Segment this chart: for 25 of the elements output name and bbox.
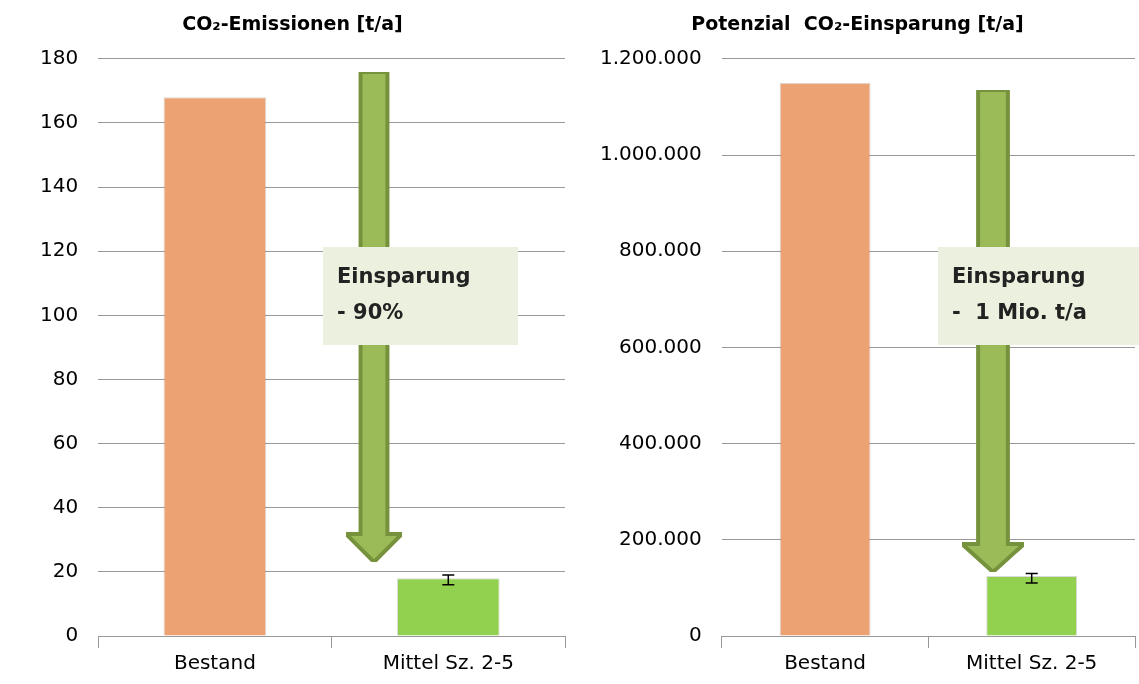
chart-title: CO₂-Emissionen [t/a] bbox=[182, 12, 403, 35]
x-tick-label: Mittel Sz. 2-5 bbox=[966, 650, 1098, 675]
y-tick-label: 1.200.000 bbox=[599, 45, 702, 69]
y-tick-label: 140 bbox=[39, 173, 79, 198]
y-tick-label: 60 bbox=[52, 429, 79, 454]
annotation: Einsparung - 1 Mio. t/a bbox=[938, 247, 1139, 345]
annotation: Einsparung - 90% bbox=[323, 247, 518, 345]
y-tick-label: 100 bbox=[39, 301, 79, 326]
y-tick-label: 40 bbox=[52, 493, 79, 518]
y-tick-label: 200.000 bbox=[619, 526, 702, 550]
y-tick-label: 0 bbox=[65, 622, 79, 647]
y-tick-label: 600.000 bbox=[619, 333, 702, 358]
y-tick-label: 1.000.000 bbox=[599, 141, 702, 166]
y-tick-label: 0 bbox=[689, 622, 702, 647]
y-tick-label: 20 bbox=[52, 558, 79, 583]
x-tick-label: Mittel Sz. 2-5 bbox=[382, 650, 514, 675]
y-tick-label: 800.000 bbox=[619, 237, 702, 262]
y-tick-label: 80 bbox=[52, 365, 79, 390]
x-tick-label: Bestand bbox=[784, 650, 867, 675]
y-tick-label: 120 bbox=[39, 237, 79, 262]
x-tick-label: Bestand bbox=[173, 650, 256, 675]
y-tick-label: 160 bbox=[39, 109, 79, 134]
y-tick-label: 400.000 bbox=[619, 429, 702, 454]
y-tick-label: 180 bbox=[39, 45, 79, 69]
chart-title: Potenzial CO₂-Einsparung [t/a] bbox=[691, 12, 1024, 35]
